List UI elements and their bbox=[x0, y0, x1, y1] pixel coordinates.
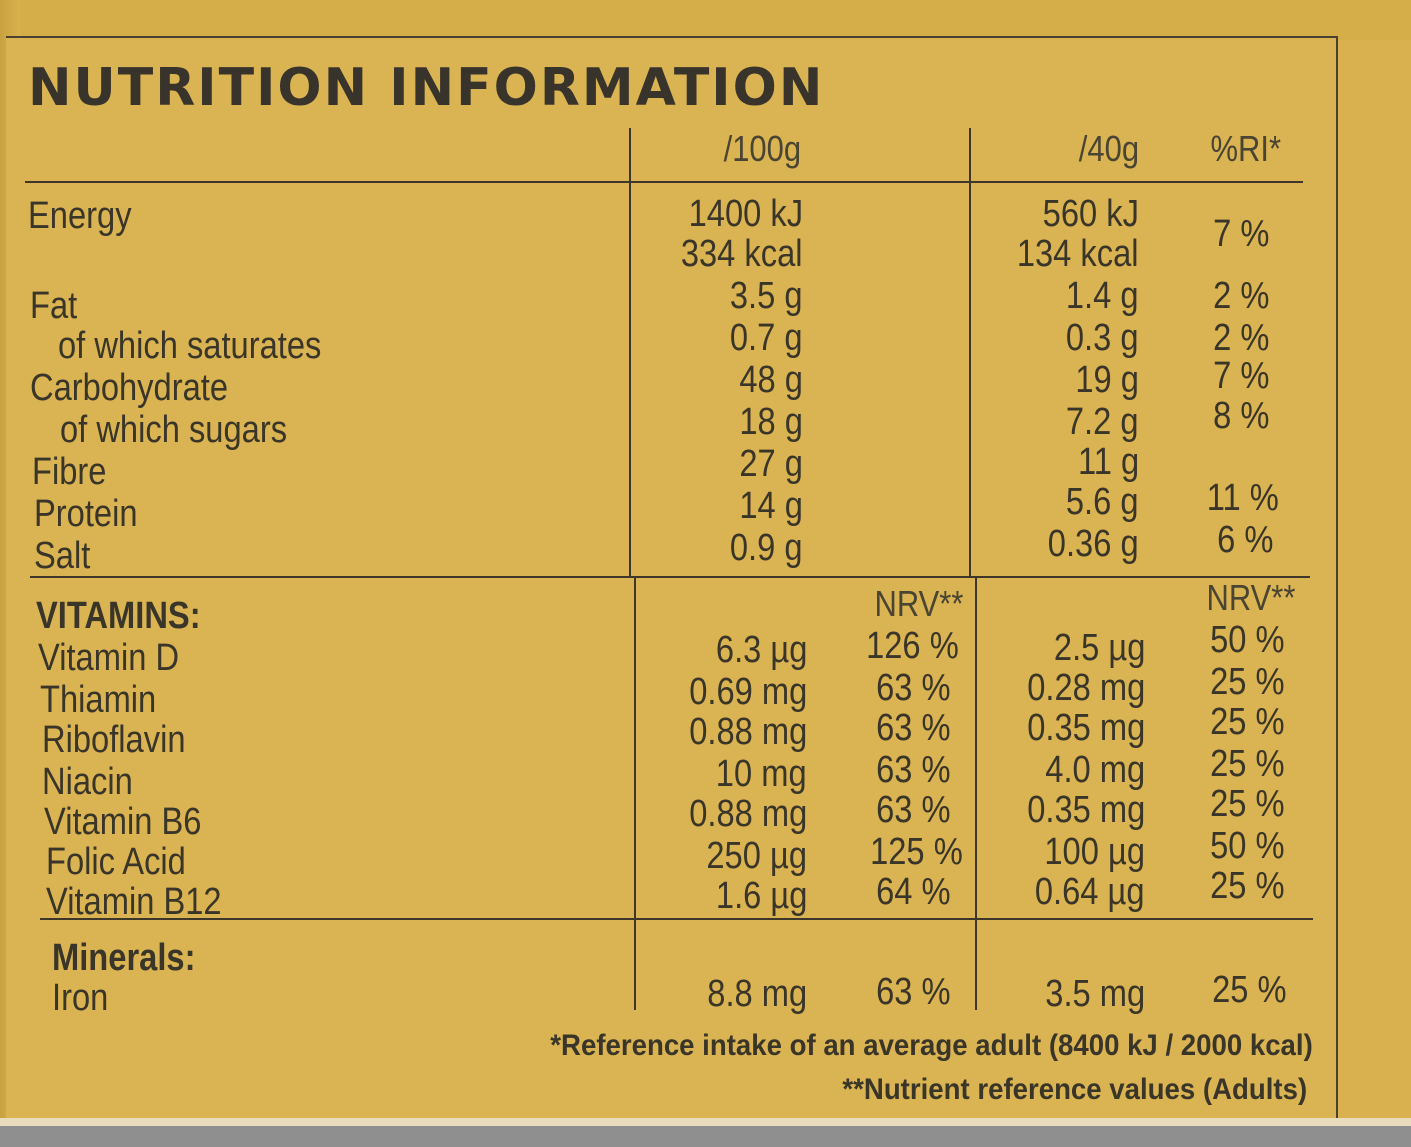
energy-kcal-serving: 134 kcal bbox=[1017, 233, 1139, 275]
vitamin-per-serving: 0.35 mg bbox=[1026, 707, 1145, 749]
vitamin-per-100g: 0.69 mg bbox=[688, 671, 807, 713]
nutrient-per-100g: 48 g bbox=[739, 359, 803, 401]
vitamin-nrv-serving: 25 % bbox=[1210, 865, 1285, 907]
column-divider-2b bbox=[975, 578, 977, 1010]
header-rule bbox=[25, 181, 1303, 183]
energy-label: Energy bbox=[28, 195, 132, 237]
nutrient-per-serving: 0.3 g bbox=[1066, 317, 1139, 359]
mineral-per-serving: 3.5 mg bbox=[1045, 973, 1145, 1015]
nutrient-ri: 6 % bbox=[1216, 519, 1273, 561]
mineral-label: Iron bbox=[52, 977, 109, 1019]
nutrient-ri: 7 % bbox=[1212, 355, 1269, 397]
vitamin-nrv-100g: 126 % bbox=[866, 625, 959, 667]
nutrient-label: Protein bbox=[34, 493, 138, 535]
minerals-rule bbox=[40, 918, 1313, 920]
nutrient-per-100g: 27 g bbox=[739, 443, 803, 485]
header-per-serving: /40g bbox=[1078, 128, 1139, 169]
mineral-per-100g: 8.8 mg bbox=[707, 973, 807, 1015]
nutrient-label: Fat bbox=[30, 285, 78, 327]
header-nrv-100g: NRV** bbox=[874, 583, 963, 624]
vitamin-per-100g: 10 mg bbox=[716, 753, 807, 795]
nutrient-per-serving: 0.36 g bbox=[1048, 523, 1139, 565]
minerals-heading: Minerals: bbox=[52, 937, 196, 979]
background-surface bbox=[0, 1118, 1411, 1147]
vitamin-label: Vitamin B6 bbox=[44, 801, 202, 843]
mineral-nrv-serving: 25 % bbox=[1212, 969, 1287, 1011]
nutrient-label: Carbohydrate bbox=[30, 367, 229, 409]
nutrient-label: of which saturates bbox=[58, 325, 322, 367]
vitamin-per-serving: 0.64 µg bbox=[1035, 871, 1145, 913]
nutrient-per-100g: 3.5 g bbox=[730, 275, 803, 317]
nutrient-ri: 2 % bbox=[1212, 275, 1269, 317]
vitamin-nrv-100g: 125 % bbox=[870, 831, 963, 873]
energy-ri: 7 % bbox=[1212, 213, 1269, 255]
vitamin-nrv-serving: 25 % bbox=[1210, 701, 1285, 743]
vitamin-label: Vitamin B12 bbox=[46, 881, 222, 923]
nutrient-per-100g: 14 g bbox=[739, 485, 803, 527]
vitamin-per-100g: 0.88 mg bbox=[688, 711, 807, 753]
footnote-ri: *Reference intake of an average adult (8… bbox=[550, 1029, 1313, 1062]
vitamin-label: Niacin bbox=[42, 761, 133, 803]
header-nrv-serving: NRV** bbox=[1206, 577, 1295, 618]
column-divider-1 bbox=[629, 128, 631, 578]
nutrient-per-serving: 7.2 g bbox=[1066, 401, 1139, 443]
nutrition-title: NUTRITION INFORMATION bbox=[28, 58, 825, 118]
vitamin-per-serving: 2.5 µg bbox=[1053, 627, 1145, 669]
vitamin-per-serving: 0.28 mg bbox=[1026, 667, 1145, 709]
nutrient-per-100g: 0.9 g bbox=[730, 527, 803, 569]
nutrient-label: of which sugars bbox=[60, 409, 288, 451]
column-divider-2 bbox=[969, 128, 971, 578]
vitamin-per-100g: 250 µg bbox=[706, 835, 807, 877]
vitamin-nrv-100g: 63 % bbox=[876, 707, 951, 749]
nutrient-label: Salt bbox=[34, 535, 91, 577]
vitamin-per-100g: 1.6 µg bbox=[715, 875, 807, 917]
nutrient-per-serving: 19 g bbox=[1075, 359, 1139, 401]
vitamin-per-serving: 100 µg bbox=[1044, 831, 1145, 873]
vitamin-label: Folic Acid bbox=[46, 841, 186, 883]
vitamin-label: Riboflavin bbox=[42, 719, 186, 761]
vitamin-label: Thiamin bbox=[40, 679, 157, 721]
vitamin-nrv-serving: 50 % bbox=[1210, 825, 1285, 867]
nutrient-per-serving: 11 g bbox=[1077, 441, 1139, 483]
nutrient-ri: 2 % bbox=[1212, 317, 1269, 359]
energy-kj-serving: 560 kJ bbox=[1042, 193, 1139, 235]
vitamin-per-100g: 0.88 mg bbox=[688, 793, 807, 835]
vitamin-per-100g: 6.3 µg bbox=[715, 629, 807, 671]
nutrition-label-panel bbox=[6, 36, 1338, 1120]
vitamin-label: Vitamin D bbox=[38, 637, 180, 679]
nutrient-per-serving: 5.6 g bbox=[1066, 481, 1139, 523]
box-top-edge bbox=[0, 0, 1411, 40]
vitamin-nrv-100g: 64 % bbox=[876, 871, 951, 913]
vitamin-nrv-serving: 25 % bbox=[1210, 661, 1285, 703]
vitamin-per-serving: 4.0 mg bbox=[1045, 749, 1145, 791]
nutrient-ri: 8 % bbox=[1212, 395, 1269, 437]
vitamin-nrv-serving: 25 % bbox=[1210, 743, 1285, 785]
header-ri: %RI* bbox=[1210, 128, 1281, 169]
energy-kcal-100g: 334 kcal bbox=[681, 233, 803, 275]
vitamin-nrv-100g: 63 % bbox=[876, 749, 951, 791]
vitamin-per-serving: 0.35 mg bbox=[1026, 789, 1145, 831]
nutrient-ri: 11 % bbox=[1206, 477, 1279, 519]
column-divider-1b bbox=[634, 578, 636, 1010]
vitamin-nrv-serving: 50 % bbox=[1210, 619, 1285, 661]
header-per-100g: /100g bbox=[723, 128, 801, 169]
nutrient-per-100g: 18 g bbox=[739, 401, 803, 443]
energy-kj-100g: 1400 kJ bbox=[688, 193, 803, 235]
footnote-nrv: **Nutrient reference values (Adults) bbox=[842, 1073, 1307, 1106]
vitamins-heading: VITAMINS: bbox=[36, 595, 201, 637]
nutrient-label: Fibre bbox=[32, 451, 107, 493]
mineral-nrv-100g: 63 % bbox=[876, 971, 951, 1013]
nutrient-per-100g: 0.7 g bbox=[730, 317, 803, 359]
vitamin-nrv-100g: 63 % bbox=[876, 667, 951, 709]
vitamin-nrv-100g: 63 % bbox=[876, 789, 951, 831]
vitamin-nrv-serving: 25 % bbox=[1210, 783, 1285, 825]
nutrient-per-serving: 1.4 g bbox=[1066, 275, 1139, 317]
vitamins-rule bbox=[30, 576, 1310, 578]
